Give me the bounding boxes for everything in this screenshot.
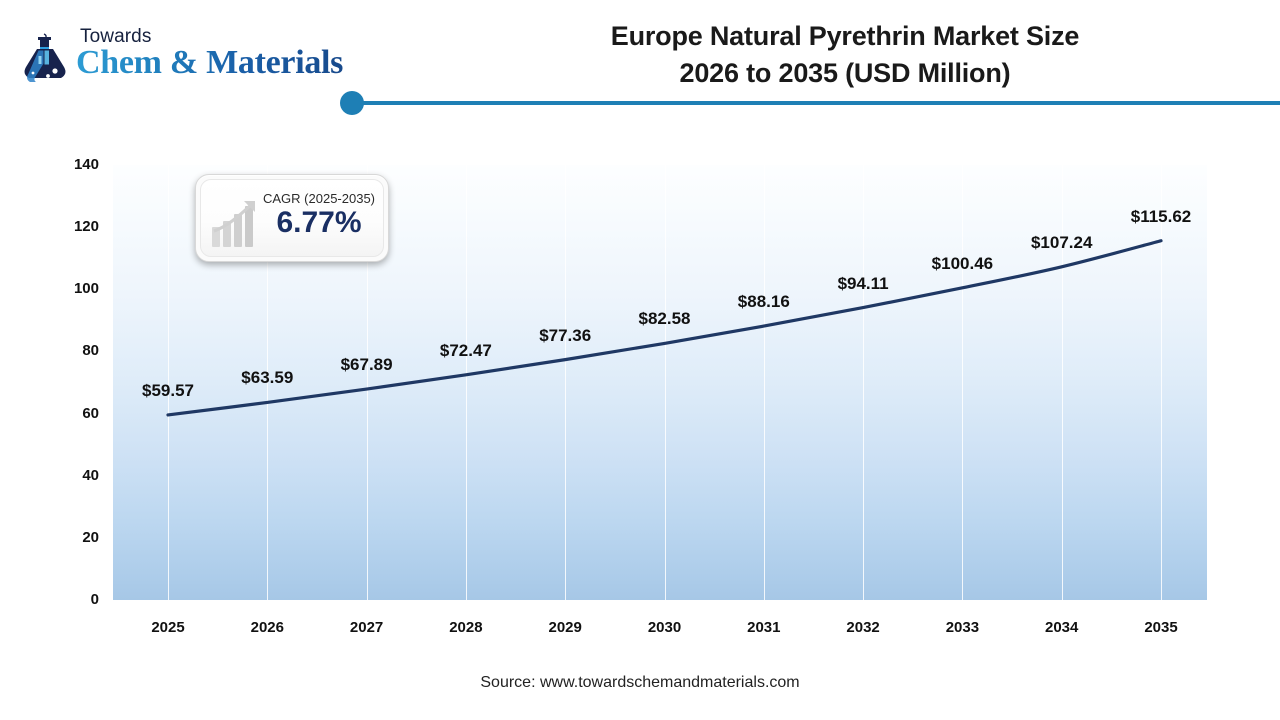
cagr-badge: CAGR (2025-2035) 6.77% [195, 174, 389, 262]
y-axis-tick: 140 [73, 156, 99, 173]
x-axis-tick: 2025 [151, 619, 185, 636]
y-axis-tick: 40 [82, 466, 99, 484]
data-label: $100.46 [931, 253, 994, 273]
y-axis-tick: 100 [73, 280, 99, 298]
y-axis-tick: 120 [73, 218, 99, 236]
gridline-2031 [763, 165, 765, 600]
data-label: $59.57 [142, 380, 194, 400]
x-axis-tick: 2035 [1144, 619, 1178, 636]
cagr-label: CAGR (2025-2035) [263, 191, 375, 206]
trend-line-path [166, 239, 1163, 417]
title-line-2: 2026 to 2035 (USD Million) [679, 57, 1011, 88]
bar-chart-growth-icon [210, 197, 272, 249]
y-axis-tick: 80 [82, 342, 99, 360]
x-axis-tick: 2029 [548, 619, 582, 636]
data-label: $63.59 [241, 368, 294, 388]
page-title: Europe Natural Pyrethrin Market Size 202… [430, 18, 1260, 92]
brand-logo: Towards Chem & Materials [18, 26, 348, 90]
gridline-2030 [664, 165, 666, 600]
data-label: $94.11 [837, 273, 889, 293]
x-axis-tick: 2027 [349, 619, 384, 636]
x-axis-tick: 2032 [846, 619, 880, 636]
header-rule [362, 101, 1280, 105]
x-axis-tick: 2033 [945, 619, 980, 636]
x-axis-tick: 2026 [250, 619, 284, 636]
x-axis-tick: 2030 [647, 619, 682, 636]
header-rule-dot [340, 91, 364, 115]
data-label: $107.24 [1030, 232, 1093, 252]
gridline-2029 [565, 165, 567, 600]
title-line-1: Europe Natural Pyrethrin Market Size [610, 21, 1080, 51]
x-axis-tick: 2034 [1045, 619, 1079, 636]
source-text: Source: www.towardschemandmaterials.com [480, 674, 800, 691]
gridline-2025 [168, 165, 169, 600]
data-label: $115.62 [1130, 206, 1192, 226]
y-axis-tick: 20 [82, 528, 99, 546]
x-axis-tick: 2031 [747, 619, 781, 636]
brand-main-text: Chem & Materials [76, 44, 344, 81]
x-axis-tick: 2028 [449, 619, 483, 636]
trend-line [166, 239, 1163, 417]
data-label: $88.16 [737, 292, 790, 312]
gridline-2032 [863, 165, 865, 600]
gridline-2026 [267, 165, 269, 600]
gridline-2035 [1161, 165, 1162, 600]
gridline-2034 [1061, 165, 1063, 600]
flask-icon [18, 32, 70, 84]
data-label: $82.58 [638, 309, 691, 329]
brand-top-text: Towards [80, 26, 152, 47]
cagr-value: 6.77% [276, 206, 362, 239]
y-axis-tick: 60 [82, 404, 99, 422]
data-label: $72.47 [439, 340, 492, 360]
gridline-2028 [465, 165, 467, 600]
data-label: $77.36 [539, 325, 592, 345]
gridline-2033 [962, 165, 964, 600]
data-label: $67.89 [340, 355, 393, 375]
y-axis-tick: 0 [90, 591, 99, 608]
gridline-2027 [366, 165, 368, 600]
